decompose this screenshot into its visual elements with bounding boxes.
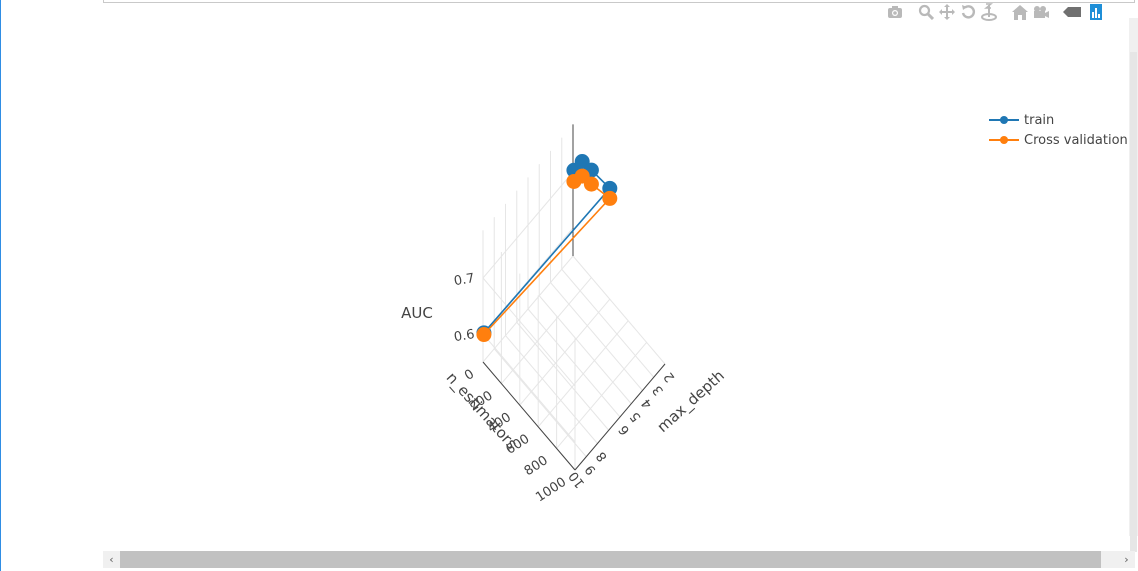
floor-gridline: [550, 282, 643, 391]
hover-toggle-icon[interactable]: [1061, 3, 1082, 21]
floor-gridline: [561, 268, 655, 378]
camera-icon[interactable]: [884, 3, 905, 21]
y-tick-label: 1000: [533, 475, 569, 506]
traces: [476, 154, 618, 343]
x-tick-label: 5: [627, 409, 644, 425]
legend-swatch-train: [989, 116, 1019, 124]
modebar: [884, 3, 1102, 21]
plotly-logo-icon[interactable]: [1090, 4, 1102, 20]
x-tick-label: 3: [650, 382, 667, 398]
data-point-1: [476, 327, 492, 343]
legend-label-train: train: [1024, 112, 1055, 128]
scroll-left-arrow-icon[interactable]: ‹: [109, 553, 114, 566]
horizontal-scrollbar-thumb[interactable]: [120, 551, 1101, 568]
y-tick-label: 800: [522, 453, 551, 479]
zoom-icon[interactable]: [915, 3, 936, 21]
pan-icon[interactable]: [936, 3, 957, 21]
z-axis-title: AUC: [401, 304, 433, 322]
x-tick-label: 2: [661, 369, 678, 385]
vertical-scrollbar-thumb[interactable]: [1130, 52, 1137, 552]
floor-gridline: [493, 348, 587, 458]
x-tick-label: 4: [639, 395, 656, 411]
x-tick-label: 6: [616, 422, 633, 438]
plot-frame: [103, 0, 1135, 3]
scene-axes: [482, 124, 666, 471]
floor-gridline: [516, 321, 610, 431]
floor-gridline: [505, 335, 598, 444]
orbit-rotation-icon[interactable]: [957, 3, 978, 21]
x-axis-line: [574, 363, 666, 471]
floor-gridline: [572, 255, 666, 365]
wall-gridline: [482, 277, 576, 387]
x-tick-label: 9: [582, 462, 599, 478]
reset-camera-icon[interactable]: [1009, 3, 1030, 21]
scroll-right-arrow-icon[interactable]: ›: [1124, 553, 1129, 566]
floor-gridline: [538, 295, 632, 405]
horizontal-scrollbar[interactable]: ‹ ›: [103, 551, 1135, 568]
y-axis-title: n_estimators: [442, 369, 521, 454]
wall-gridline: [482, 333, 576, 443]
legend: train Cross validation: [987, 110, 1128, 150]
data-point-1: [602, 190, 618, 206]
camera-last-save-icon[interactable]: [1030, 3, 1051, 21]
floor-gridline: [527, 308, 621, 418]
window-edge: [0, 0, 1, 571]
z-tick-label: 0.6: [453, 327, 476, 345]
z-tick-label: 0.7: [453, 271, 476, 289]
vertical-scrollbar[interactable]: [1129, 18, 1138, 552]
turntable-rotation-icon[interactable]: [978, 3, 999, 21]
legend-item-cross-validation[interactable]: Cross validation: [987, 130, 1128, 150]
x-tick-label: 8: [594, 448, 611, 464]
y-axis-line: [482, 361, 576, 471]
data-point-1: [583, 176, 599, 192]
legend-swatch-cross-validation: [989, 136, 1019, 144]
wall-gridline: [482, 171, 574, 279]
legend-label-cross-validation: Cross validation: [1024, 132, 1128, 148]
legend-item-train[interactable]: train: [987, 110, 1128, 130]
